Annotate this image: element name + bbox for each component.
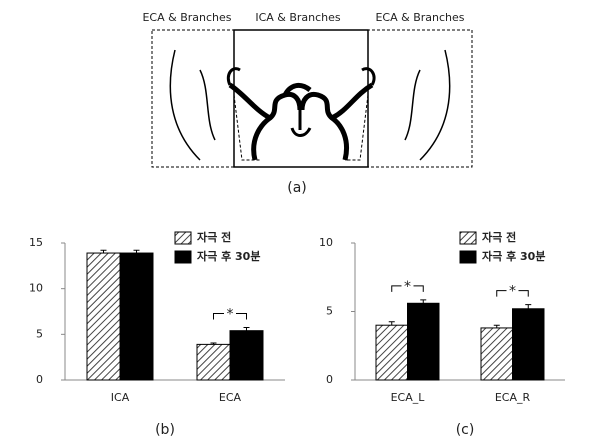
legend-label: 자극 후 30분: [197, 249, 260, 263]
legend-swatch: [175, 232, 191, 244]
y-tick-label: 15: [29, 236, 43, 249]
region-label: ECA & Branches: [142, 11, 231, 24]
error-bar: [389, 322, 395, 325]
legend-label: 자극 후 30분: [482, 249, 545, 263]
bar: [230, 331, 263, 380]
region-label: ICA & Branches: [255, 11, 341, 24]
bar: [376, 325, 408, 380]
panel-caption: (b): [155, 422, 175, 438]
error-bar: [420, 300, 426, 303]
bar: [408, 303, 440, 380]
panel-a: ECA & Branches ICA & Branches ECA & Bran…: [142, 11, 472, 196]
y-tick-label: 5: [326, 305, 333, 318]
y-tick-label: 10: [319, 236, 333, 249]
eca-vessels: [170, 50, 449, 160]
y-tick-label: 5: [36, 327, 43, 340]
figure: ECA & Branches ICA & Branches ECA & Bran…: [0, 0, 592, 439]
bar: [481, 328, 513, 380]
x-tick-label: ECA_R: [495, 391, 531, 404]
bar: [197, 344, 230, 380]
x-tick-label: ECA_L: [391, 391, 426, 404]
legend-label: 자극 전: [482, 230, 516, 244]
error-bar: [525, 305, 531, 309]
bar: [513, 309, 545, 380]
panel-caption: (c): [456, 422, 475, 438]
page: ECA & Branches ICA & Branches ECA & Bran…: [0, 0, 592, 439]
legend-swatch: [460, 251, 476, 263]
x-tick-label: ICA: [111, 391, 130, 404]
legend-label: 자극 전: [197, 230, 231, 244]
significance-label: *: [509, 284, 516, 300]
y-tick-label: 0: [326, 373, 333, 386]
legend-swatch: [175, 251, 191, 263]
bar: [87, 253, 120, 380]
region-label: ECA & Branches: [375, 11, 464, 24]
bar: [120, 253, 153, 380]
outer-frame: [152, 30, 472, 167]
panel-caption: (a): [287, 180, 307, 196]
significance-label: *: [227, 306, 234, 322]
y-tick-label: 10: [29, 282, 43, 295]
legend-swatch: [460, 232, 476, 244]
y-tick-label: 0: [36, 373, 43, 386]
significance-label: *: [404, 279, 411, 295]
x-tick-label: ECA: [219, 391, 242, 404]
